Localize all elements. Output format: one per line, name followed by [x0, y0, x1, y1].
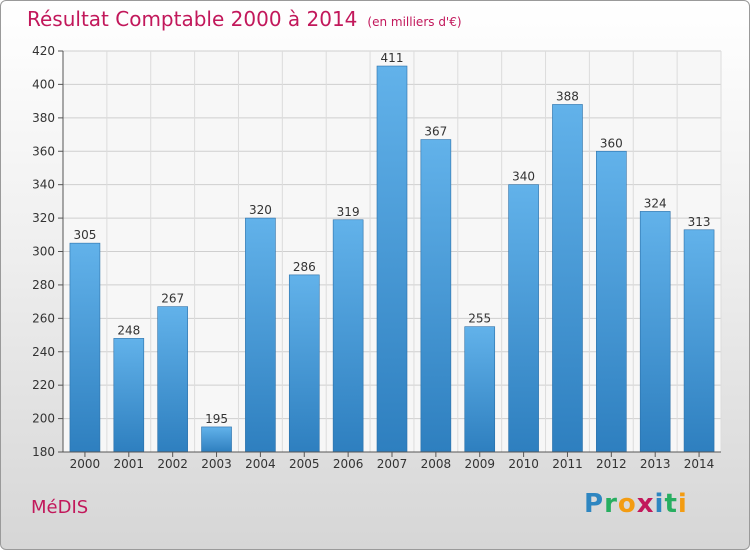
y-tick-label: 260	[32, 311, 55, 325]
data-label: 367	[424, 125, 447, 139]
data-label: 411	[381, 51, 404, 65]
bar	[596, 150, 627, 453]
data-label: 340	[512, 170, 535, 184]
bar	[683, 229, 715, 453]
data-label: 319	[337, 205, 360, 219]
x-tick-label: 2013	[640, 457, 671, 471]
bar	[332, 219, 364, 453]
title-text: Résultat Comptable 2000 à 2014	[27, 7, 358, 31]
x-tick-label: 2005	[289, 457, 320, 471]
x-tick-label: 2002	[157, 457, 188, 471]
data-label: 305	[73, 228, 96, 242]
y-tick-label: 400	[32, 77, 55, 91]
bar	[552, 104, 583, 453]
data-label: 324	[644, 196, 667, 210]
x-tick-label: 2012	[596, 457, 627, 471]
data-label: 313	[688, 215, 711, 229]
logo-letter: i	[654, 489, 665, 519]
data-label: 286	[293, 260, 316, 274]
y-tick-label: 420	[32, 44, 55, 58]
bar	[201, 426, 232, 453]
proxiti-logo: Proxiti	[584, 489, 688, 519]
town-name: MéDIS	[31, 497, 89, 518]
data-label: 255	[468, 312, 491, 326]
x-tick-label: 2009	[464, 457, 495, 471]
y-tick-label: 380	[32, 111, 55, 125]
x-tick-label: 2000	[70, 457, 101, 471]
logo-letter: o	[617, 489, 637, 519]
bar	[245, 217, 276, 453]
logo-letter: x	[636, 489, 655, 519]
chart-title: Résultat Comptable 2000 à 2014 (en millie…	[27, 7, 462, 31]
data-label: 195	[205, 412, 228, 426]
y-tick-label: 340	[32, 178, 55, 192]
bar	[69, 242, 101, 453]
x-tick-label: 2008	[421, 457, 452, 471]
x-tick-label: 2014	[684, 457, 715, 471]
bar	[420, 139, 452, 453]
y-tick-label: 240	[32, 345, 55, 359]
bar	[464, 326, 496, 453]
bar	[376, 65, 408, 453]
data-label: 388	[556, 89, 579, 103]
data-label: 248	[117, 323, 140, 337]
bar	[113, 338, 145, 453]
data-label: 360	[600, 136, 623, 150]
logo-letter: P	[584, 489, 605, 519]
x-tick-label: 2010	[508, 457, 539, 471]
x-tick-label: 2004	[245, 457, 276, 471]
x-tick-label: 2001	[114, 457, 145, 471]
x-tick-label: 2011	[552, 457, 583, 471]
data-label: 320	[249, 203, 272, 217]
y-tick-label: 200	[32, 412, 55, 426]
y-tick-label: 360	[32, 144, 55, 158]
bar	[508, 184, 539, 453]
y-tick-label: 280	[32, 278, 55, 292]
logo-letter: i	[677, 489, 688, 519]
logo-letter: r	[604, 489, 618, 519]
y-tick-label: 320	[32, 211, 55, 225]
logo-letter: t	[664, 489, 678, 519]
chart-subtitle: (en milliers d'€)	[367, 15, 462, 29]
y-tick-label: 180	[32, 445, 55, 459]
x-tick-label: 2003	[201, 457, 232, 471]
data-label: 267	[161, 292, 184, 306]
y-tick-label: 300	[32, 245, 55, 259]
x-tick-label: 2006	[333, 457, 364, 471]
bar	[288, 274, 320, 453]
bar	[639, 211, 671, 453]
bar	[157, 306, 188, 453]
x-tick-label: 2007	[377, 457, 408, 471]
y-tick-label: 220	[32, 378, 55, 392]
